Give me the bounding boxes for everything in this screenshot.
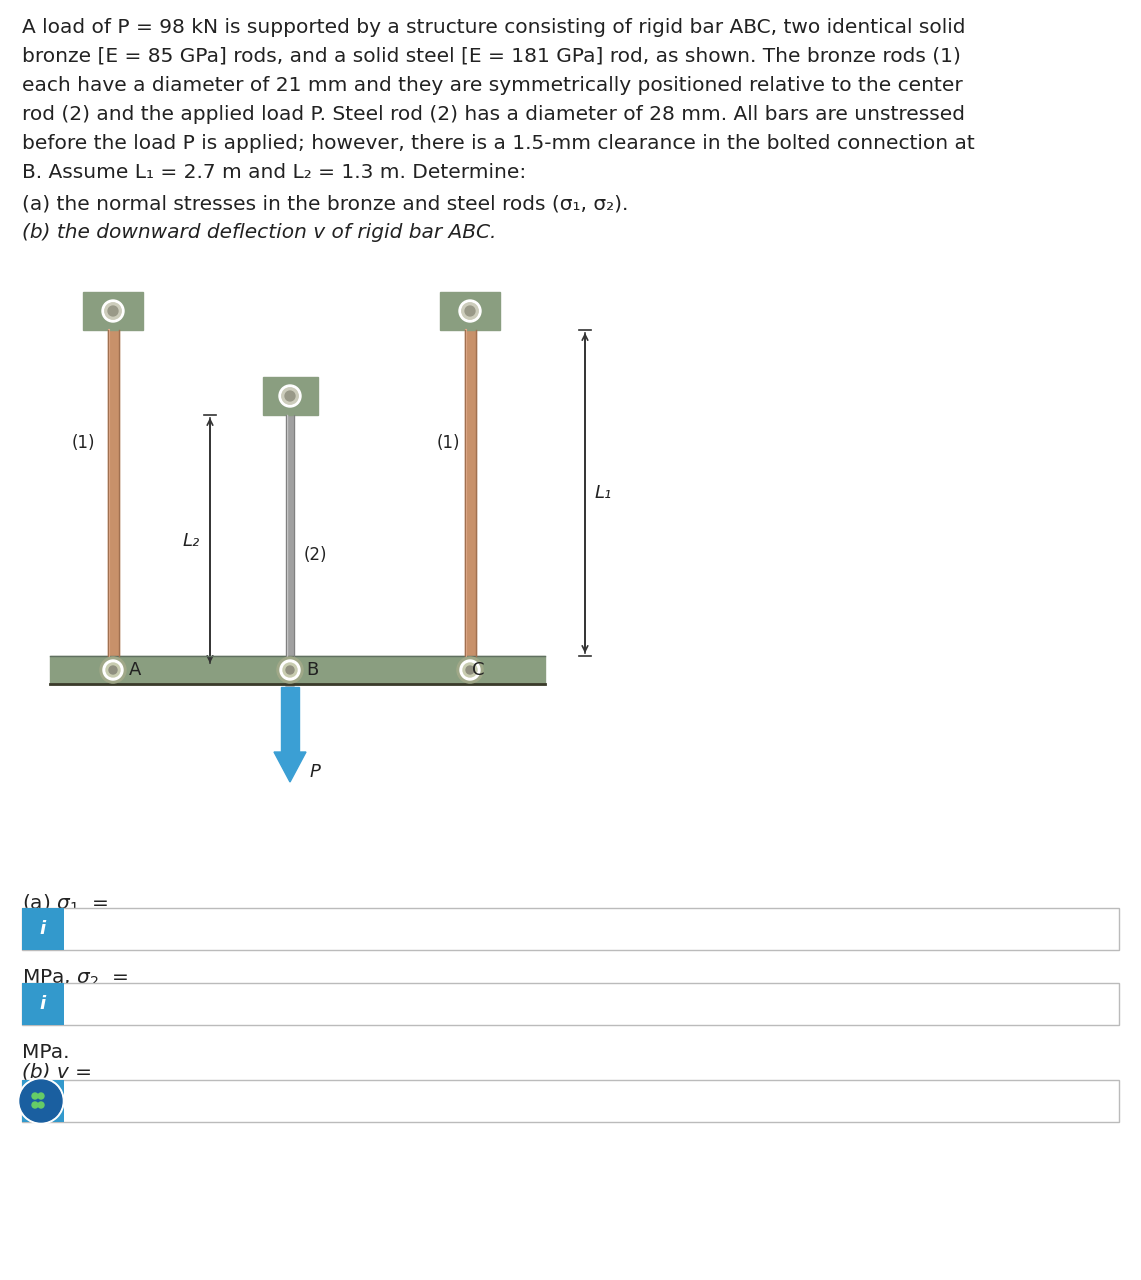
Bar — [107, 330, 119, 655]
Circle shape — [458, 657, 483, 684]
Circle shape — [100, 657, 126, 684]
Bar — [464, 330, 476, 655]
Text: A load of P = 98 kN is supported by a structure consisting of rigid bar ABC, two: A load of P = 98 kN is supported by a st… — [22, 18, 965, 37]
Circle shape — [102, 300, 124, 323]
Circle shape — [466, 306, 475, 316]
Circle shape — [280, 660, 300, 680]
Text: MPa, $\sigma_2$  =: MPa, $\sigma_2$ = — [22, 968, 129, 989]
Circle shape — [110, 666, 118, 675]
Bar — [281, 687, 299, 751]
Text: bronze [E = 85 GPa] rods, and a solid steel [E = 181 GPa] rod, as shown. The bro: bronze [E = 85 GPa] rods, and a solid st… — [22, 47, 961, 67]
Circle shape — [280, 385, 301, 407]
Text: L₁: L₁ — [594, 484, 613, 502]
Text: (1): (1) — [72, 434, 95, 452]
Circle shape — [466, 666, 474, 675]
Text: B. Assume L₁ = 2.7 m and L₂ = 1.3 m. Determine:: B. Assume L₁ = 2.7 m and L₂ = 1.3 m. Det… — [22, 163, 526, 182]
Text: (a) $\sigma_1$  =: (a) $\sigma_1$ = — [22, 893, 108, 915]
Bar — [262, 378, 317, 415]
Bar — [50, 655, 545, 684]
Circle shape — [285, 392, 296, 401]
Text: i: i — [40, 995, 46, 1012]
Circle shape — [38, 1102, 44, 1108]
Text: B: B — [306, 660, 318, 678]
Circle shape — [460, 660, 480, 680]
Bar — [22, 908, 1119, 950]
Bar — [22, 983, 1119, 1025]
Bar — [83, 292, 143, 330]
Text: (a) the normal stresses in the bronze and steel rods (σ₁, σ₂).: (a) the normal stresses in the bronze an… — [22, 195, 629, 212]
Text: (1): (1) — [437, 434, 460, 452]
Circle shape — [106, 663, 120, 677]
Polygon shape — [283, 666, 297, 686]
Circle shape — [21, 1080, 62, 1123]
Text: i: i — [40, 920, 46, 938]
Circle shape — [32, 1093, 38, 1100]
Text: (2): (2) — [304, 547, 327, 564]
Circle shape — [462, 303, 478, 319]
Circle shape — [277, 657, 304, 684]
Bar — [22, 1080, 1119, 1123]
Bar — [22, 908, 64, 950]
Circle shape — [103, 660, 123, 680]
Circle shape — [282, 388, 298, 404]
Circle shape — [283, 663, 297, 677]
Circle shape — [108, 306, 118, 316]
Circle shape — [105, 303, 121, 319]
Circle shape — [38, 1093, 44, 1100]
Circle shape — [459, 300, 482, 323]
Circle shape — [18, 1078, 64, 1124]
Text: (b) v =: (b) v = — [22, 1062, 92, 1082]
Text: L₂: L₂ — [183, 531, 200, 549]
Text: MPa.: MPa. — [22, 1043, 70, 1062]
Text: each have a diameter of 21 mm and they are symmetrically positioned relative to : each have a diameter of 21 mm and they a… — [22, 76, 963, 95]
Circle shape — [463, 663, 477, 677]
Text: (b) the downward deflection v of rigid bar ABC.: (b) the downward deflection v of rigid b… — [22, 223, 496, 242]
Text: rod (2) and the applied load P. Steel rod (2) has a diameter of 28 mm. All bars : rod (2) and the applied load P. Steel ro… — [22, 105, 965, 124]
Text: P: P — [310, 763, 321, 781]
Text: before the load P is applied; however, there is a 1.5-mm clearance in the bolted: before the load P is applied; however, t… — [22, 134, 974, 154]
Polygon shape — [274, 751, 306, 782]
Text: i: i — [40, 1092, 46, 1110]
Bar — [440, 292, 500, 330]
Text: C: C — [472, 660, 485, 678]
Circle shape — [32, 1102, 38, 1108]
Text: A: A — [129, 660, 141, 678]
Bar — [286, 415, 294, 666]
Bar — [22, 1080, 64, 1123]
Bar — [22, 983, 64, 1025]
Circle shape — [286, 666, 294, 675]
